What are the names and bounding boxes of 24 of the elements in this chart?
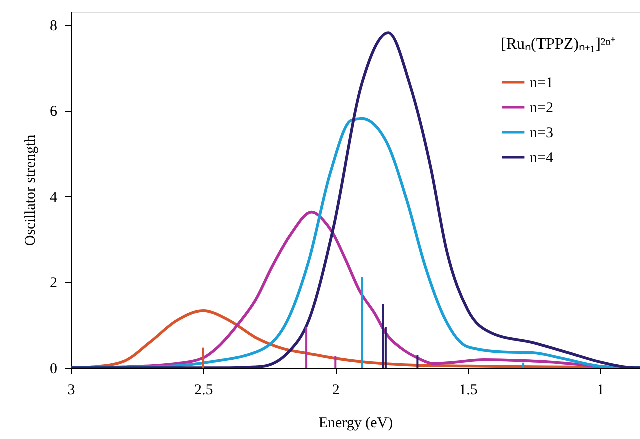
bar bbox=[361, 277, 364, 368]
x-tick-label: 1.5 bbox=[459, 382, 478, 398]
bar bbox=[306, 327, 308, 368]
legend-label: n=1 bbox=[530, 76, 554, 92]
y-axis-title: Oscillator strength bbox=[23, 134, 39, 246]
x-tick-label: 3 bbox=[68, 382, 76, 398]
y-tick-label: 0 bbox=[50, 362, 58, 378]
legend-label: n=2 bbox=[530, 100, 554, 116]
legend-title: [Ruₙ(TPPZ)ₙ₊₁]²ⁿ⁺ bbox=[501, 36, 616, 53]
bar bbox=[416, 355, 419, 368]
legend-label: n=3 bbox=[530, 126, 554, 142]
y-tick-label: 8 bbox=[50, 18, 58, 34]
x-axis-title: Energy (eV) bbox=[318, 416, 394, 432]
bar bbox=[202, 348, 204, 368]
x-tick-label: 2.5 bbox=[194, 382, 214, 398]
x-tick-label: 2 bbox=[332, 382, 340, 398]
bar bbox=[522, 362, 525, 368]
y-tick-label: 4 bbox=[50, 190, 58, 206]
legend-label: n=4 bbox=[530, 150, 554, 166]
bar bbox=[382, 304, 384, 368]
y-tick-label: 6 bbox=[50, 104, 58, 120]
y-tick-label: 2 bbox=[50, 276, 58, 292]
bar bbox=[334, 356, 337, 368]
x-tick-label: 1 bbox=[597, 382, 605, 398]
